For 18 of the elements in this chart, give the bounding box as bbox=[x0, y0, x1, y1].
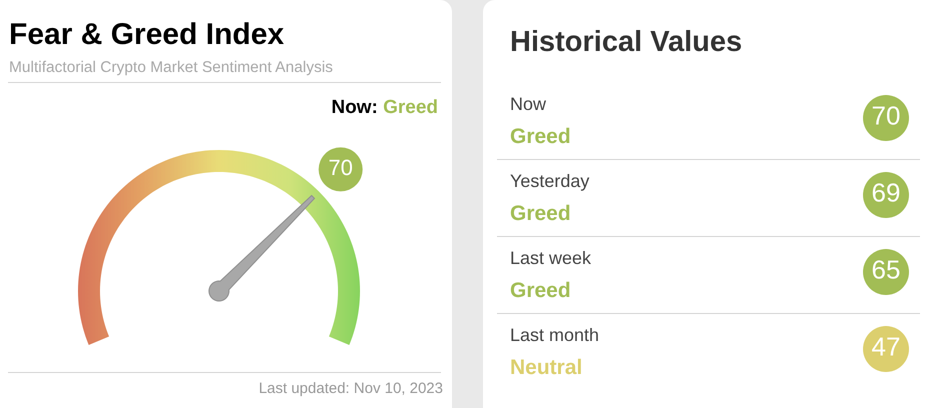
data-label: 69 bbox=[872, 178, 900, 208]
text: Fear & Greed Index bbox=[9, 18, 284, 51]
text: Greed bbox=[510, 202, 571, 225]
data-label: 47 bbox=[872, 332, 900, 362]
text: Last updated: Nov 10, 2023 bbox=[258, 380, 443, 397]
text: Multifactorial Crypto Market Sentiment Analysis bbox=[9, 59, 333, 76]
data-label: 70 bbox=[872, 100, 900, 130]
text: Yesterday bbox=[510, 171, 590, 191]
text: Greed bbox=[510, 125, 571, 148]
text: Now: Greed bbox=[331, 97, 438, 118]
text: Greed bbox=[510, 279, 571, 302]
text: Neutral bbox=[510, 356, 582, 379]
data-label: 70 bbox=[328, 154, 353, 180]
text: Historical Values bbox=[510, 26, 742, 58]
text: Last month bbox=[510, 325, 600, 345]
text: Last week bbox=[510, 248, 592, 268]
data-label: 65 bbox=[872, 254, 900, 284]
text: Now bbox=[510, 94, 546, 114]
